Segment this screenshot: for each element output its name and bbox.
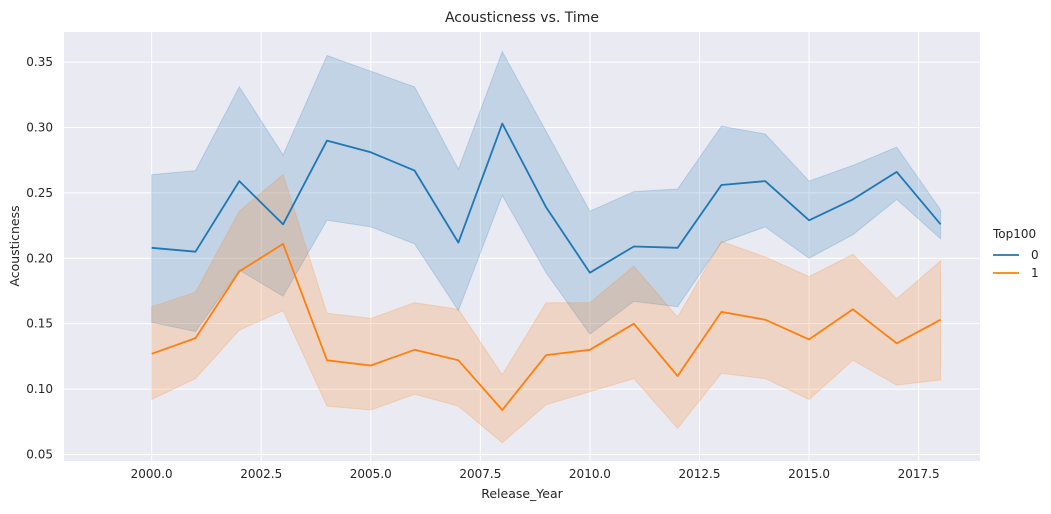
y-tick-label: 0.10 bbox=[26, 382, 53, 396]
confidence-bands bbox=[151, 50, 942, 444]
legend-label-0: 0 bbox=[1031, 248, 1039, 262]
confidence-band-series-1 bbox=[151, 173, 942, 444]
x-tick-label: 2002.5 bbox=[240, 467, 282, 481]
x-tick-label: 2010.0 bbox=[569, 467, 611, 481]
series-line-1 bbox=[151, 242, 942, 411]
y-ticks: 0.05 0.10 0.15 0.20 0.25 0.30 0.35 bbox=[26, 55, 53, 461]
x-tick-label: 2005.0 bbox=[350, 467, 392, 481]
x-tick-label: 2017.5 bbox=[898, 467, 940, 481]
y-tick-label: 0.15 bbox=[26, 317, 53, 331]
y-tick-label: 0.20 bbox=[26, 251, 53, 265]
y-axis-label: Acousticness bbox=[7, 205, 22, 286]
x-tick-label: 2012.5 bbox=[679, 467, 721, 481]
legend-label-1: 1 bbox=[1031, 266, 1039, 280]
y-tick-label: 0.25 bbox=[26, 186, 53, 200]
confidence-band-series-0 bbox=[151, 50, 942, 335]
grid bbox=[64, 32, 980, 461]
series-lines bbox=[151, 122, 942, 411]
legend-title: Top100 bbox=[992, 227, 1036, 241]
legend: Top100 0 1 bbox=[992, 227, 1039, 280]
x-ticks: 2000.0 2002.5 2005.0 2007.5 2010.0 2012.5 2015… bbox=[131, 467, 940, 481]
series-line-0 bbox=[151, 122, 942, 274]
x-axis-label: Release_Year bbox=[481, 486, 563, 501]
x-tick-label: 2015.0 bbox=[788, 467, 830, 481]
y-tick-label: 0.30 bbox=[26, 120, 53, 134]
x-tick-label: 2007.5 bbox=[459, 467, 501, 481]
x-tick-label: 2000.0 bbox=[131, 467, 173, 481]
y-tick-label: 0.05 bbox=[26, 447, 53, 461]
y-tick-label: 0.35 bbox=[26, 55, 53, 69]
chart-title: Acousticness vs. Time bbox=[445, 10, 599, 26]
